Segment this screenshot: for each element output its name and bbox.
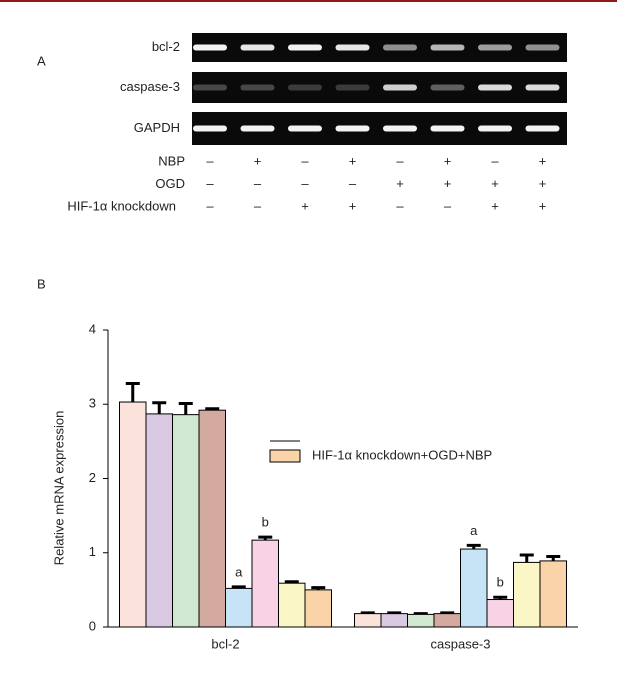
- gel-band: [525, 125, 560, 132]
- condition-sign: –: [396, 153, 404, 168]
- gel-band: [383, 84, 417, 91]
- gel-band: [383, 44, 417, 51]
- condition-sign: +: [444, 153, 452, 168]
- error-bar: [546, 554, 561, 561]
- condition-sign: +: [254, 153, 262, 168]
- bar: [354, 613, 382, 628]
- condition-sign: +: [539, 198, 547, 213]
- legend-swatch: [269, 449, 301, 463]
- gene-label: GAPDH: [134, 120, 180, 135]
- bar: [513, 561, 541, 628]
- condition-sign: –: [206, 153, 214, 168]
- y-tick-label: 4: [89, 321, 96, 336]
- condition-label: HIF-1α knockdown: [67, 198, 176, 213]
- bar: [486, 599, 514, 628]
- condition-sign: –: [206, 198, 214, 213]
- gel-band: [335, 84, 370, 91]
- gene-label: caspase-3: [120, 79, 180, 94]
- gel-band: [478, 44, 512, 51]
- y-tick-label: 0: [89, 618, 96, 633]
- gel-band: [430, 44, 465, 51]
- panel-label: B: [37, 276, 46, 291]
- gel-band: [288, 125, 322, 132]
- bar: [304, 589, 332, 628]
- gel-band: [193, 84, 227, 91]
- significance-mark: a: [235, 564, 243, 579]
- bar: [278, 582, 306, 628]
- gel-band: [430, 84, 465, 91]
- y-tick-label: 1: [89, 544, 96, 559]
- bar: [225, 587, 253, 628]
- gel-band: [478, 84, 512, 91]
- condition-sign: –: [396, 198, 404, 213]
- gel-band: [193, 125, 227, 132]
- condition-sign: +: [349, 198, 357, 213]
- significance-mark: b: [262, 515, 269, 530]
- y-tick-label: 2: [89, 470, 96, 485]
- y-axis-label: Relative mRNA expression: [51, 411, 66, 566]
- condition-sign: +: [491, 176, 499, 191]
- bar: [198, 409, 226, 628]
- condition-sign: –: [301, 153, 309, 168]
- condition-sign: +: [301, 198, 309, 213]
- condition-sign: –: [301, 176, 309, 191]
- bar: [380, 613, 408, 628]
- gel-band: [288, 84, 322, 91]
- gel-band: [193, 44, 227, 51]
- condition-sign: +: [491, 198, 499, 213]
- x-tick-label: caspase-3: [431, 636, 491, 651]
- bar: [251, 539, 279, 628]
- significance-mark: b: [497, 575, 504, 590]
- gel-band: [525, 84, 560, 91]
- condition-sign: –: [206, 176, 214, 191]
- bar: [119, 401, 147, 628]
- condition-sign: +: [349, 153, 357, 168]
- condition-sign: +: [539, 176, 547, 191]
- error-bar: [152, 401, 167, 414]
- condition-sign: –: [491, 153, 499, 168]
- error-bar: [519, 553, 534, 563]
- bar: [460, 548, 488, 628]
- bar: [539, 560, 567, 628]
- gel-band: [335, 44, 370, 51]
- gel-band: [240, 44, 275, 51]
- bar: [172, 414, 200, 628]
- condition-sign: –: [349, 176, 357, 191]
- gel-band: [383, 125, 417, 132]
- x-tick-label: bcl-2: [211, 636, 239, 651]
- gel-band: [335, 125, 370, 132]
- panel-label: A: [37, 53, 46, 68]
- condition-sign: +: [539, 153, 547, 168]
- condition-sign: –: [254, 198, 262, 213]
- error-bar: [178, 402, 193, 415]
- bar: [433, 613, 461, 628]
- error-bar: [125, 381, 140, 403]
- error-bar: [466, 543, 481, 550]
- gel-band: [288, 44, 322, 51]
- condition-sign: +: [444, 176, 452, 191]
- condition-sign: –: [254, 176, 262, 191]
- legend-label: HIF-1α knockdown+OGD+NBP: [312, 447, 492, 462]
- gel-band: [478, 125, 512, 132]
- gel-band: [240, 125, 275, 132]
- bar: [407, 613, 435, 628]
- condition-sign: –: [444, 198, 452, 213]
- bar: [145, 413, 173, 628]
- condition-label: NBP: [158, 153, 185, 168]
- gene-label: bcl-2: [152, 39, 180, 54]
- gel-band: [525, 44, 560, 51]
- significance-mark: a: [470, 523, 478, 538]
- y-tick-label: 3: [89, 396, 96, 411]
- gel-band: [430, 125, 465, 132]
- condition-sign: +: [396, 176, 404, 191]
- gel-band: [240, 84, 275, 91]
- condition-label: OGD: [155, 176, 185, 191]
